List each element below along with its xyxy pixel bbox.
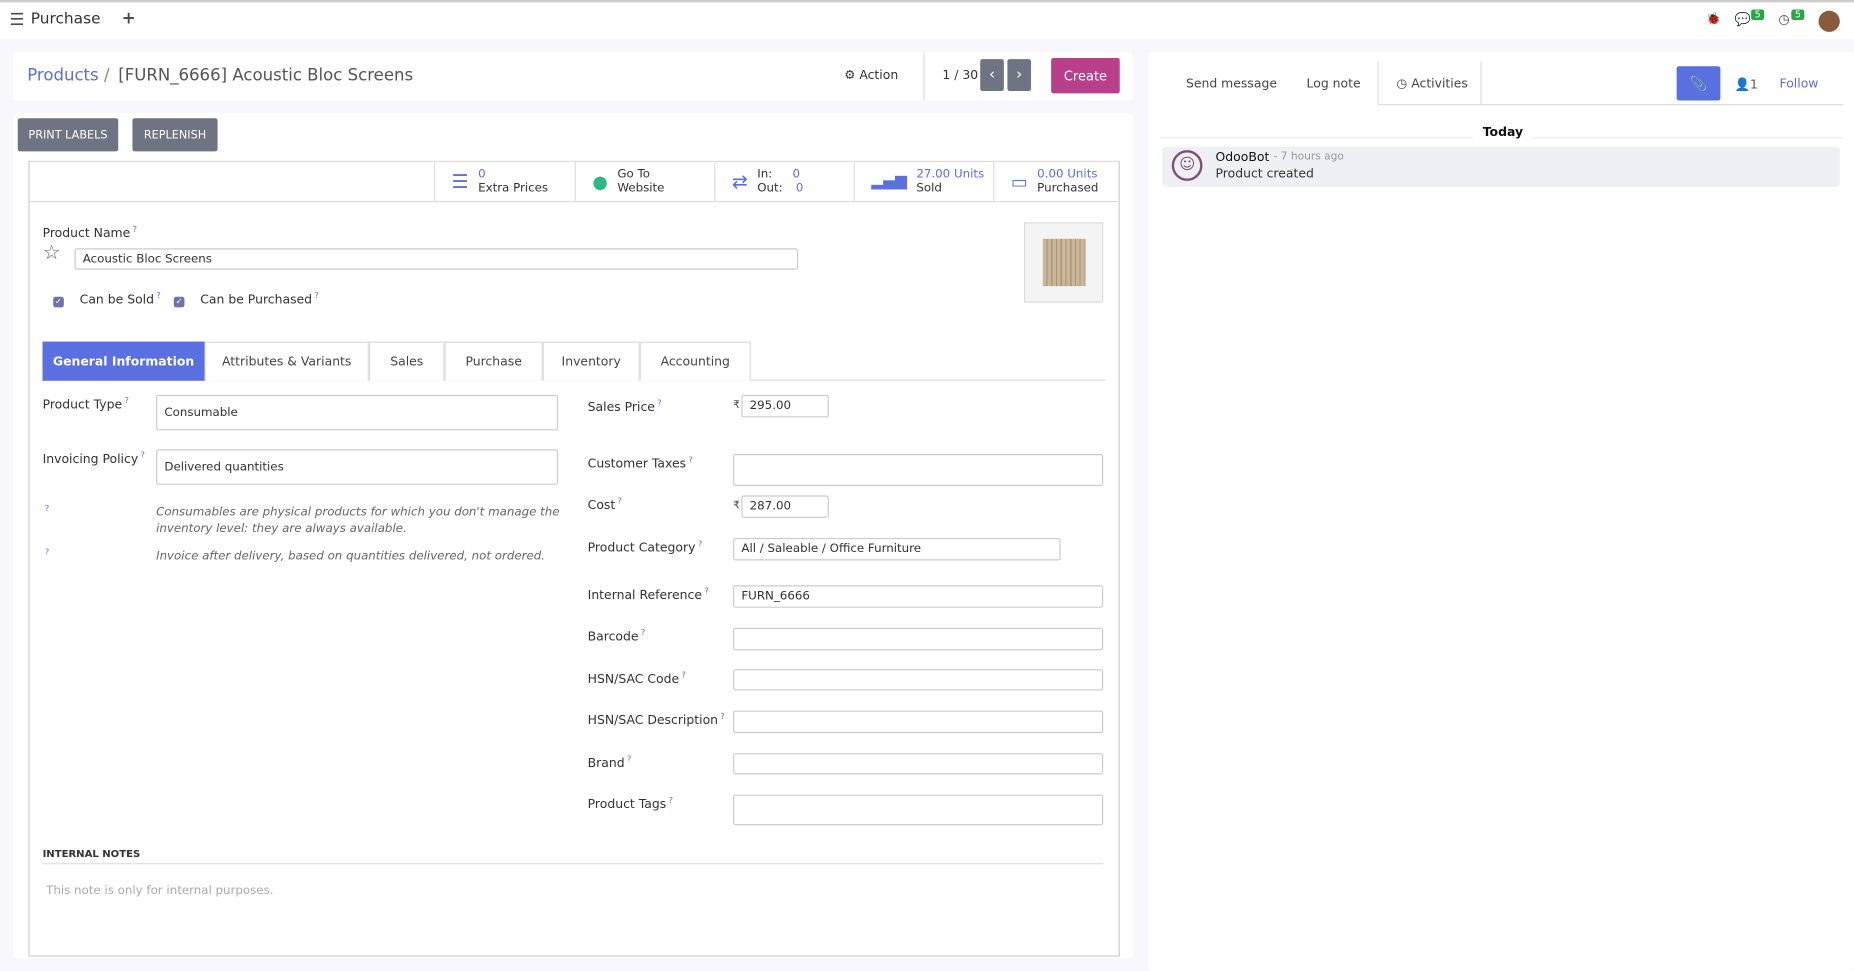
product-name-label: Product Name?	[42, 224, 138, 241]
hsn-description-label: HSN/SAC Description?	[587, 711, 725, 728]
user-avatar[interactable]	[1818, 10, 1840, 32]
app-name[interactable]: Purchase	[30, 10, 101, 29]
internal-reference-label: Internal Reference?	[587, 586, 709, 603]
customer-taxes-input[interactable]	[733, 454, 1104, 486]
product-tags-input[interactable]	[733, 794, 1104, 826]
sold-button[interactable]: ▂▄▆ 27.00 Units Sold	[853, 161, 994, 203]
product-tags-label: Product Tags?	[587, 795, 673, 812]
go-to-website-button[interactable]: ● Go To Website	[574, 161, 715, 203]
credit-card-icon: ▭	[1010, 171, 1028, 193]
favorite-star-icon[interactable]: ☆	[42, 241, 61, 265]
followers-button[interactable]: 👤1	[1734, 78, 1758, 93]
quick-create-button[interactable]: +	[121, 9, 136, 29]
barcode-input[interactable]	[733, 627, 1104, 651]
extra-prices-button[interactable]: ☰ 0 Extra Prices	[433, 161, 575, 203]
exchange-icon: ⇄	[731, 170, 748, 193]
date-separator: Today	[1473, 125, 1533, 140]
clock-icon: ◷	[1396, 76, 1408, 92]
signal-icon: ▂▄▆	[871, 172, 907, 191]
invoicing-help: Invoice after delivery, based on quantit…	[156, 549, 546, 563]
replenish-button[interactable]: REPLENISH	[132, 118, 218, 152]
purchased-button[interactable]: ▭ 0.00 Units Purchased	[993, 161, 1118, 203]
breadcrumb-current: [FURN_6666] Acoustic Bloc Screens	[118, 66, 414, 86]
send-message-button[interactable]: Send message	[1185, 76, 1277, 92]
message-time: - 7 hours ago	[1273, 151, 1344, 164]
follow-button[interactable]: Follow	[1779, 76, 1819, 92]
messages-icon[interactable]: 💬	[1734, 11, 1751, 28]
customer-taxes-label: Customer Taxes?	[587, 455, 693, 472]
attachment-paperclip-button[interactable]: 📎	[1676, 66, 1721, 101]
acoustic-screen-picture	[1042, 238, 1085, 287]
tab-general-information[interactable]: General Information	[42, 341, 205, 381]
barcode-label: Barcode?	[587, 627, 646, 644]
internal-notes-input[interactable]: This note is only for internal purposes.	[46, 884, 274, 898]
create-button[interactable]: Create	[1051, 57, 1120, 94]
odoobot-avatar: ☺	[1171, 150, 1203, 181]
tab-accounting[interactable]: Accounting	[639, 341, 751, 381]
product-type-select[interactable]: Consumable	[156, 394, 559, 431]
chatter: Send message Log note ◷ Activities 📎 👤1 …	[1148, 52, 1854, 971]
product-type-label: Product Type?	[42, 396, 129, 413]
invoicing-policy-select[interactable]: Delivered quantities	[156, 449, 559, 485]
sales-price-input[interactable]: 295.00	[741, 394, 829, 418]
message-item: ☺ OdooBot - 7 hours ago Product created	[1162, 146, 1840, 187]
product-image[interactable]	[1023, 222, 1104, 303]
checkbox-checked-icon: ✓	[53, 296, 64, 307]
help-icon: ?	[44, 503, 50, 514]
sales-price-label: Sales Price?	[587, 398, 662, 415]
action-menu[interactable]: ⚙ Action	[844, 68, 899, 83]
message-body: Product created	[1215, 166, 1314, 181]
checkbox-checked-icon: ✓	[173, 296, 185, 307]
internal-notes-label: INTERNAL NOTES	[42, 848, 141, 861]
currency-symbol: ₹	[733, 500, 740, 512]
breadcrumb-separator: /	[104, 66, 110, 86]
pager-previous-button[interactable]: ‹	[980, 59, 1004, 92]
product-category-input[interactable]: All / Saleable / Office Furniture	[733, 537, 1061, 561]
print-labels-button[interactable]: PRINT LABELS	[17, 118, 119, 152]
gear-icon: ⚙	[844, 68, 856, 83]
activities-clock-icon[interactable]: ◷	[1778, 11, 1790, 28]
breadcrumb-products[interactable]: Products	[27, 66, 99, 86]
hsn-code-label: HSN/SAC Code?	[587, 670, 686, 687]
product-category-label: Product Category?	[587, 539, 703, 556]
product-type-help: Consumables are physical products for wh…	[156, 506, 560, 536]
brand-input[interactable]	[733, 753, 1104, 775]
activities-button[interactable]: ◷ Activities	[1396, 76, 1468, 92]
tab-attributes-variants[interactable]: Attributes & Variants	[204, 341, 369, 381]
hsn-description-input[interactable]	[733, 710, 1104, 734]
tab-purchase[interactable]: Purchase	[444, 341, 543, 381]
pager-next-button[interactable]: ›	[1007, 59, 1032, 92]
invoicing-policy-label: Invoicing Policy?	[42, 450, 145, 467]
brand-label: Brand?	[587, 754, 632, 771]
form-sheet	[28, 160, 1120, 957]
message-author[interactable]: OdooBot	[1215, 150, 1270, 165]
top-navbar: ☰ Purchase + 🐞 💬 5 ◷ 5	[0, 0, 1854, 40]
product-name-input[interactable]: Acoustic Bloc Screens	[74, 248, 799, 270]
can-be-sold-checkbox[interactable]: ✓ Can be Sold?	[53, 290, 161, 307]
control-panel: Products / [FURN_6666] Acoustic Bloc Scr…	[13, 52, 1133, 101]
debug-icon[interactable]: 🐞	[1706, 13, 1721, 27]
divider	[42, 863, 1104, 865]
help-icon: ?	[44, 547, 50, 557]
menu-icon[interactable]: ☰	[9, 10, 25, 30]
globe-icon: ●	[592, 171, 608, 193]
messages-badge: 5	[1751, 9, 1765, 21]
activities-badge: 5	[1791, 9, 1805, 21]
cost-label: Cost?	[587, 496, 623, 513]
internal-reference-input[interactable]: FURN_6666	[733, 585, 1104, 608]
log-note-button[interactable]: Log note	[1306, 76, 1361, 92]
hsn-code-input[interactable]	[733, 669, 1104, 691]
pager-value[interactable]: 1 / 30	[942, 68, 979, 83]
list-icon: ☰	[451, 170, 469, 193]
divider	[923, 52, 925, 101]
user-icon: 👤	[1734, 78, 1751, 93]
tab-inventory[interactable]: Inventory	[542, 341, 640, 381]
can-be-purchased-checkbox[interactable]: ✓ Can be Purchased?	[173, 290, 319, 307]
cost-input[interactable]: 287.00	[741, 495, 829, 518]
in-out-button[interactable]: ⇄ In: 0 Out: 0	[714, 161, 854, 203]
tab-sales[interactable]: Sales	[368, 341, 445, 381]
divider	[28, 201, 1120, 203]
currency-symbol: ₹	[733, 399, 740, 412]
